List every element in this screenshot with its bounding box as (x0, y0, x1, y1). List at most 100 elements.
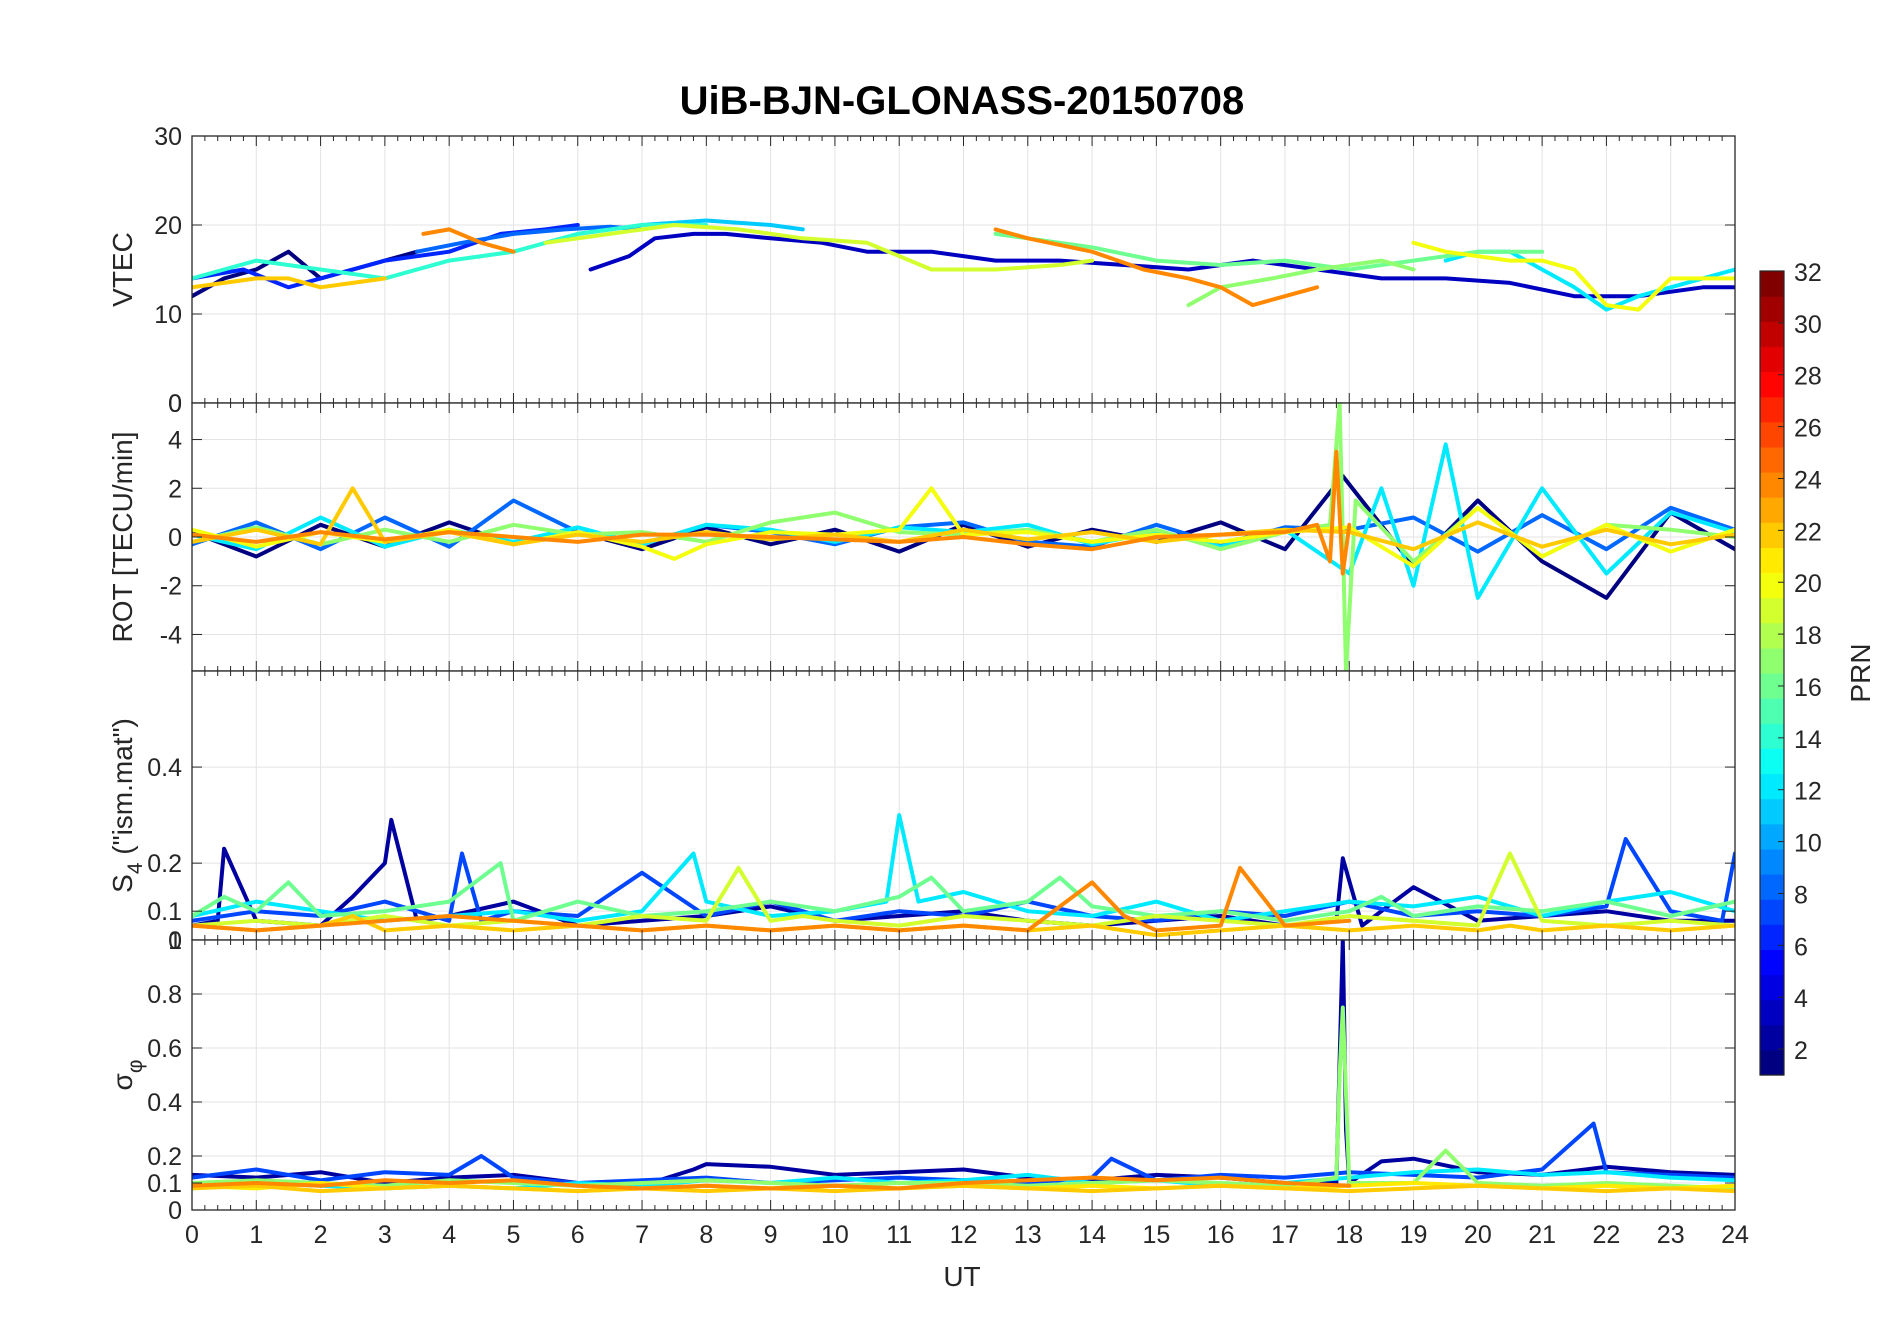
x-tick-label: 23 (1657, 1221, 1685, 1249)
series-line-prn-24 (192, 865, 1352, 933)
x-ticks-vtec (191, 136, 1736, 403)
colorbar-tick-label: 18 (1794, 622, 1822, 650)
x-tick-label: 21 (1528, 1221, 1556, 1249)
x-ticks-sigma (191, 940, 1736, 1210)
grid-rot (191, 402, 1736, 671)
colorbar: 32 30 28 26 24 22 20 18 16 14 12 10 8 6 4 2 PRN (1759, 259, 1876, 1076)
x-tick-label: 13 (1014, 1221, 1042, 1249)
y-tick-label: 0.8 (147, 981, 182, 1009)
colorbar-tick-label: 22 (1794, 518, 1822, 546)
series-vtec (192, 218, 1735, 312)
colorbar-swatch (1760, 497, 1784, 523)
colorbar-swatch (1760, 698, 1784, 724)
y-ticks-vtec: 30 20 10 0 (154, 123, 1735, 418)
colorbar-tick-label: 8 (1794, 881, 1808, 909)
series-s4 (192, 813, 1735, 938)
y-tick-label: 0.6 (147, 1035, 182, 1063)
colorbar-swatch (1760, 874, 1784, 900)
x-tick-label: 16 (1207, 1221, 1235, 1249)
colorbar-tick-label: 2 (1794, 1037, 1808, 1065)
x-tick-label: 8 (699, 1221, 713, 1249)
x-tick-label: 22 (1593, 1221, 1621, 1249)
y-tick-label: 0 (168, 524, 182, 552)
y-label-main: ROT [TECU/min] (107, 431, 138, 642)
y-ticks-rot: 4 2 0 -2 -4 0 (160, 390, 1735, 649)
x-tick-label: 0 (185, 1221, 199, 1249)
series-line-prn-24 (421, 227, 516, 254)
series-line-prn-2 (192, 817, 1735, 928)
y-axis-label-sigma: σφ (107, 1060, 147, 1091)
y-tick-label: -2 (160, 573, 182, 601)
series-sigma (192, 940, 1735, 1194)
series-line-prn-24 (192, 1175, 1352, 1191)
colorbar-swatch (1760, 798, 1784, 825)
y-tick-label: -4 (160, 621, 182, 649)
x-axis-label: UT (943, 1261, 980, 1292)
colorbar-swatch (1760, 974, 1784, 1001)
series-line-prn-24 (192, 449, 1352, 576)
colorbar-label: PRN (1845, 643, 1876, 702)
colorbar-swatch (1760, 823, 1784, 850)
y-tick-label: 10 (154, 301, 182, 329)
series-line-prn-12 (192, 813, 1735, 923)
colorbar-swatch (1760, 1024, 1784, 1051)
y-tick-label: 0 (168, 390, 182, 418)
series-line-prn-16 (993, 231, 1545, 272)
colorbar-swatch (1760, 597, 1784, 624)
x-tick-label: 10 (821, 1221, 849, 1249)
x-tick-label: 19 (1400, 1221, 1428, 1249)
y-tick-label: 30 (154, 123, 182, 151)
y-tick-label: 0.2 (147, 850, 182, 878)
colorbar-tick-label: 12 (1794, 778, 1822, 806)
y-tick-label: 0.2 (147, 1143, 182, 1171)
x-tick-label: 3 (378, 1221, 392, 1249)
colorbar-tick-label: 6 (1794, 933, 1808, 961)
colorbar-swatch (1760, 899, 1784, 925)
colorbar-swatch (1760, 522, 1784, 548)
colorbar-swatch (1760, 371, 1784, 398)
colorbar-tick-label: 14 (1794, 726, 1822, 754)
x-ticks-rot (191, 403, 1736, 671)
colorbar-swatch (1760, 296, 1784, 322)
x-tick-label: 20 (1464, 1221, 1492, 1249)
x-tick-label: 7 (635, 1221, 649, 1249)
colorbar-tick-label: 24 (1794, 466, 1822, 494)
x-tick-labels: 0 1 2 3 4 5 6 7 8 9 10 11 12 13 14 15 16 17 18 19 20 21 22 23 24 (185, 1221, 1749, 1249)
series-line-prn-22 (192, 276, 387, 290)
panel-s4: 0.4 0.2 0.10 S4 ("ism.mat") (107, 670, 1736, 955)
colorbar-swatch (1760, 396, 1784, 423)
colorbar-tick-label: 26 (1794, 415, 1822, 443)
x-tick-label: 1 (249, 1221, 263, 1249)
series-rot (192, 403, 1735, 671)
x-tick-label: 4 (442, 1221, 456, 1249)
colorbar-swatch (1760, 848, 1784, 875)
colorbar-tick-label: 30 (1794, 311, 1822, 339)
y-ticks-s4: 0.4 0.2 0.10 (147, 754, 1735, 955)
y-label-main: σ (107, 1073, 138, 1090)
colorbar-swatch (1760, 949, 1784, 976)
chart-title: UiB-BJN-GLONASS-20150708 (680, 79, 1245, 123)
y-tick-label: 0 (168, 390, 182, 418)
series-line-prn-24 (993, 227, 1320, 308)
x-tick-label: 11 (886, 1221, 912, 1249)
x-tick-label: 14 (1078, 1221, 1106, 1249)
y-label-main: VTEC (107, 232, 138, 307)
colorbar-swatch (1760, 999, 1784, 1026)
y-tick-label: 0.4 (147, 754, 182, 782)
colorbar-swatch (1760, 1049, 1784, 1076)
colorbar-swatch (1760, 472, 1784, 498)
x-tick-label: 9 (764, 1221, 778, 1249)
colorbar-swatch (1760, 647, 1784, 674)
colorbar-swatch (1760, 547, 1784, 574)
x-tick-label: 24 (1721, 1221, 1749, 1249)
series-line-prn-3 (588, 231, 1735, 299)
y-label-subscript: φ (124, 1060, 147, 1074)
y-tick-label: 0.1 (147, 1170, 182, 1198)
panel-vtec: 30 20 10 0 VTEC (107, 123, 1736, 418)
y-ticks-sigma: 10.80.60.40.20.10 (147, 927, 1735, 1225)
colorbar-tick-label: 20 (1794, 570, 1822, 598)
series-line-prn-20 (1411, 240, 1735, 312)
series-line-prn-14 (192, 223, 709, 281)
panel-rot: 4 2 0 -2 -4 0 ROT [TECU/min] (107, 390, 1736, 672)
